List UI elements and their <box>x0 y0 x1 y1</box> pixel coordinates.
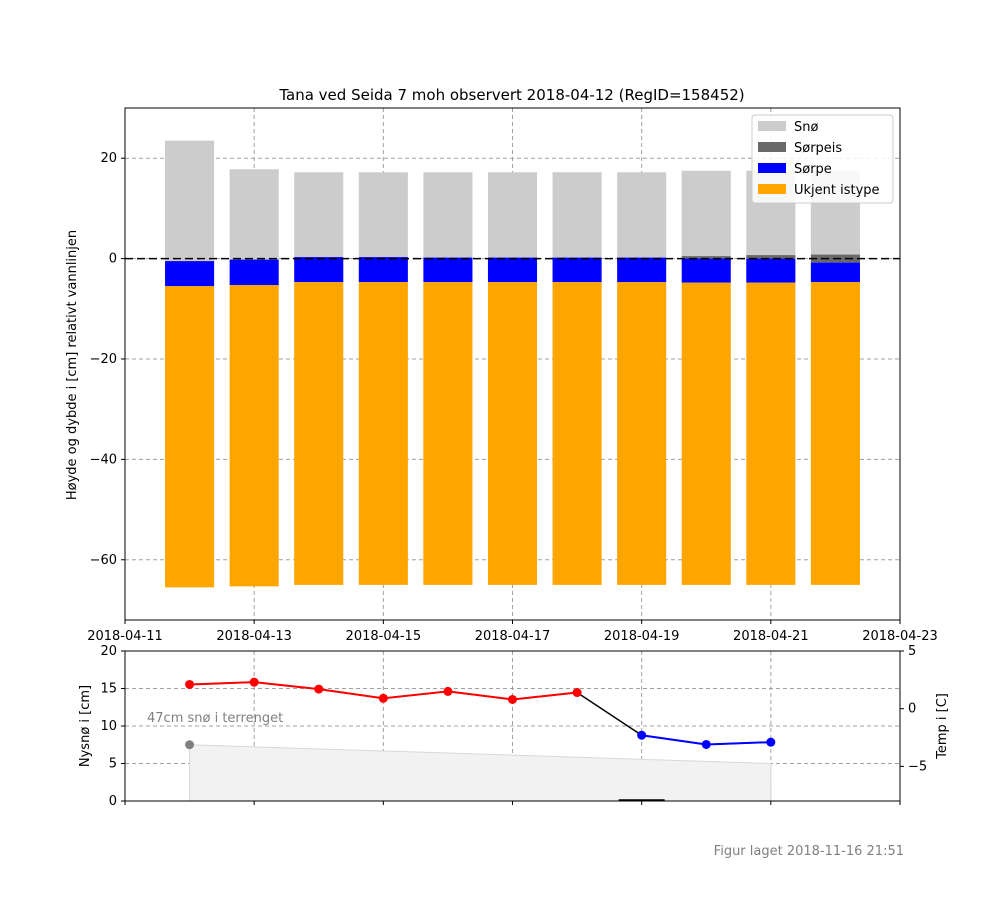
legend-box <box>751 114 894 204</box>
bar-segment <box>358 282 408 585</box>
bar-segment <box>358 172 408 258</box>
bar-segment <box>746 258 796 283</box>
bar-segment <box>229 285 279 587</box>
temperature-segment-cold <box>641 734 707 746</box>
legend-swatch <box>758 142 786 152</box>
bar-segment <box>681 256 731 259</box>
legend-swatch <box>758 184 786 194</box>
x-tick-label: 2018-04-19 <box>604 629 680 644</box>
temperature-point <box>508 694 517 704</box>
y-right-axis-label: Temp i [C] <box>935 693 950 760</box>
bar-segment <box>487 282 538 585</box>
temperature-segment-warm <box>512 691 578 701</box>
y-tick-label: −40 <box>90 452 117 467</box>
bar-segment <box>810 282 860 585</box>
temperature-segment-warm <box>383 690 449 700</box>
bar-segment <box>165 286 215 588</box>
bar-segment <box>294 257 344 283</box>
bar-segment <box>229 259 279 286</box>
y-left-tick-label: 15 <box>100 682 117 697</box>
bar-segment <box>552 282 602 585</box>
temperature-point <box>572 688 582 698</box>
bar-segment <box>617 282 667 585</box>
bar-segment <box>423 172 473 258</box>
legend-swatch <box>758 121 786 131</box>
temperature-segment-warm <box>318 688 384 700</box>
y-axis-label: Høyde og dybde i [cm] relativt vannlinje… <box>65 230 80 500</box>
bar-segment <box>165 261 215 287</box>
legend-label: Snø <box>794 120 818 135</box>
y-left-tick-label: 5 <box>109 757 117 772</box>
y-tick-label: −20 <box>90 352 117 367</box>
temperature-segment-warm <box>447 690 513 701</box>
temperature-point <box>637 730 647 740</box>
bar-segment <box>358 257 408 283</box>
y-left-tick-label: 0 <box>109 794 117 809</box>
x-tick-label: 2018-04-21 <box>733 629 809 644</box>
bar-segment <box>681 282 731 585</box>
bar-segment <box>681 258 731 283</box>
temperature-point <box>185 679 195 689</box>
bar-segment <box>229 169 279 260</box>
temperature-segment-warm <box>189 681 255 686</box>
y-tick-label: 0 <box>109 252 117 267</box>
temperature-point <box>443 686 453 696</box>
bar-segment <box>681 170 731 257</box>
x-tick-label: 2018-04-23 <box>862 629 938 644</box>
y-tick-label: −60 <box>90 553 117 568</box>
y-left-tick-label: 20 <box>100 644 117 659</box>
figure-timestamp: Figur laget 2018-11-16 21:51 <box>714 844 904 859</box>
temperature-point <box>701 739 711 749</box>
y-left-axis-label: Nysnø i [cm] <box>78 685 93 767</box>
bar-segment <box>746 282 796 585</box>
legend-label: Ukjent istype <box>794 183 880 198</box>
bar-segment <box>423 282 473 585</box>
y-tick-label: 20 <box>100 151 117 166</box>
snow-terrain-annotation: 47cm snø i terrenget <box>147 711 283 726</box>
temperature-point <box>314 684 324 694</box>
bar-segment <box>294 282 344 585</box>
x-tick-label: 2018-04-13 <box>216 629 292 644</box>
bar-segment <box>617 172 667 258</box>
bar-segment <box>487 257 538 283</box>
legend-label: Sørpe <box>794 162 832 177</box>
temperature-point <box>766 737 776 747</box>
bar-segment <box>487 172 538 258</box>
temperature-point <box>249 677 259 687</box>
x-tick-label: 2018-04-15 <box>346 629 422 644</box>
temperature-segment-warm <box>254 681 319 691</box>
bar-segment <box>810 262 860 283</box>
legend-swatch <box>758 163 786 173</box>
y-right-tick-label: −5 <box>908 759 927 774</box>
bar-segment <box>294 172 344 258</box>
bar-segment <box>617 257 667 283</box>
y-left-tick-label: 10 <box>100 719 117 734</box>
bar-segment <box>552 172 602 258</box>
weather-panel: 47cm snø i terrenget 0 5 10 15 20 5 0 −5 Nysnø i … <box>78 644 950 809</box>
bar-segment <box>423 257 473 283</box>
new-snow-bar <box>618 799 665 801</box>
bar-segment <box>165 140 215 262</box>
legend-label: Sørpeis <box>794 141 842 156</box>
y-right-tick-label: 0 <box>908 702 916 717</box>
y-right-tick-label: 5 <box>908 644 916 659</box>
x-tick-label: 2018-04-17 <box>475 629 551 644</box>
ice-profile-panel: 20 0 −20 −40 −60 2018-04-11 2018-04-13 2018-04-… <box>65 107 938 644</box>
x-tick-label: 2018-04-11 <box>87 629 163 644</box>
temperature-segment-cold <box>706 741 771 746</box>
chart-title: Tana ved Seida 7 moh observert 2018-04-1… <box>278 86 744 104</box>
bar-segment <box>552 257 602 283</box>
snow-terrain-marker <box>185 740 195 750</box>
temperature-point <box>378 693 388 703</box>
bar-segment <box>746 255 796 259</box>
